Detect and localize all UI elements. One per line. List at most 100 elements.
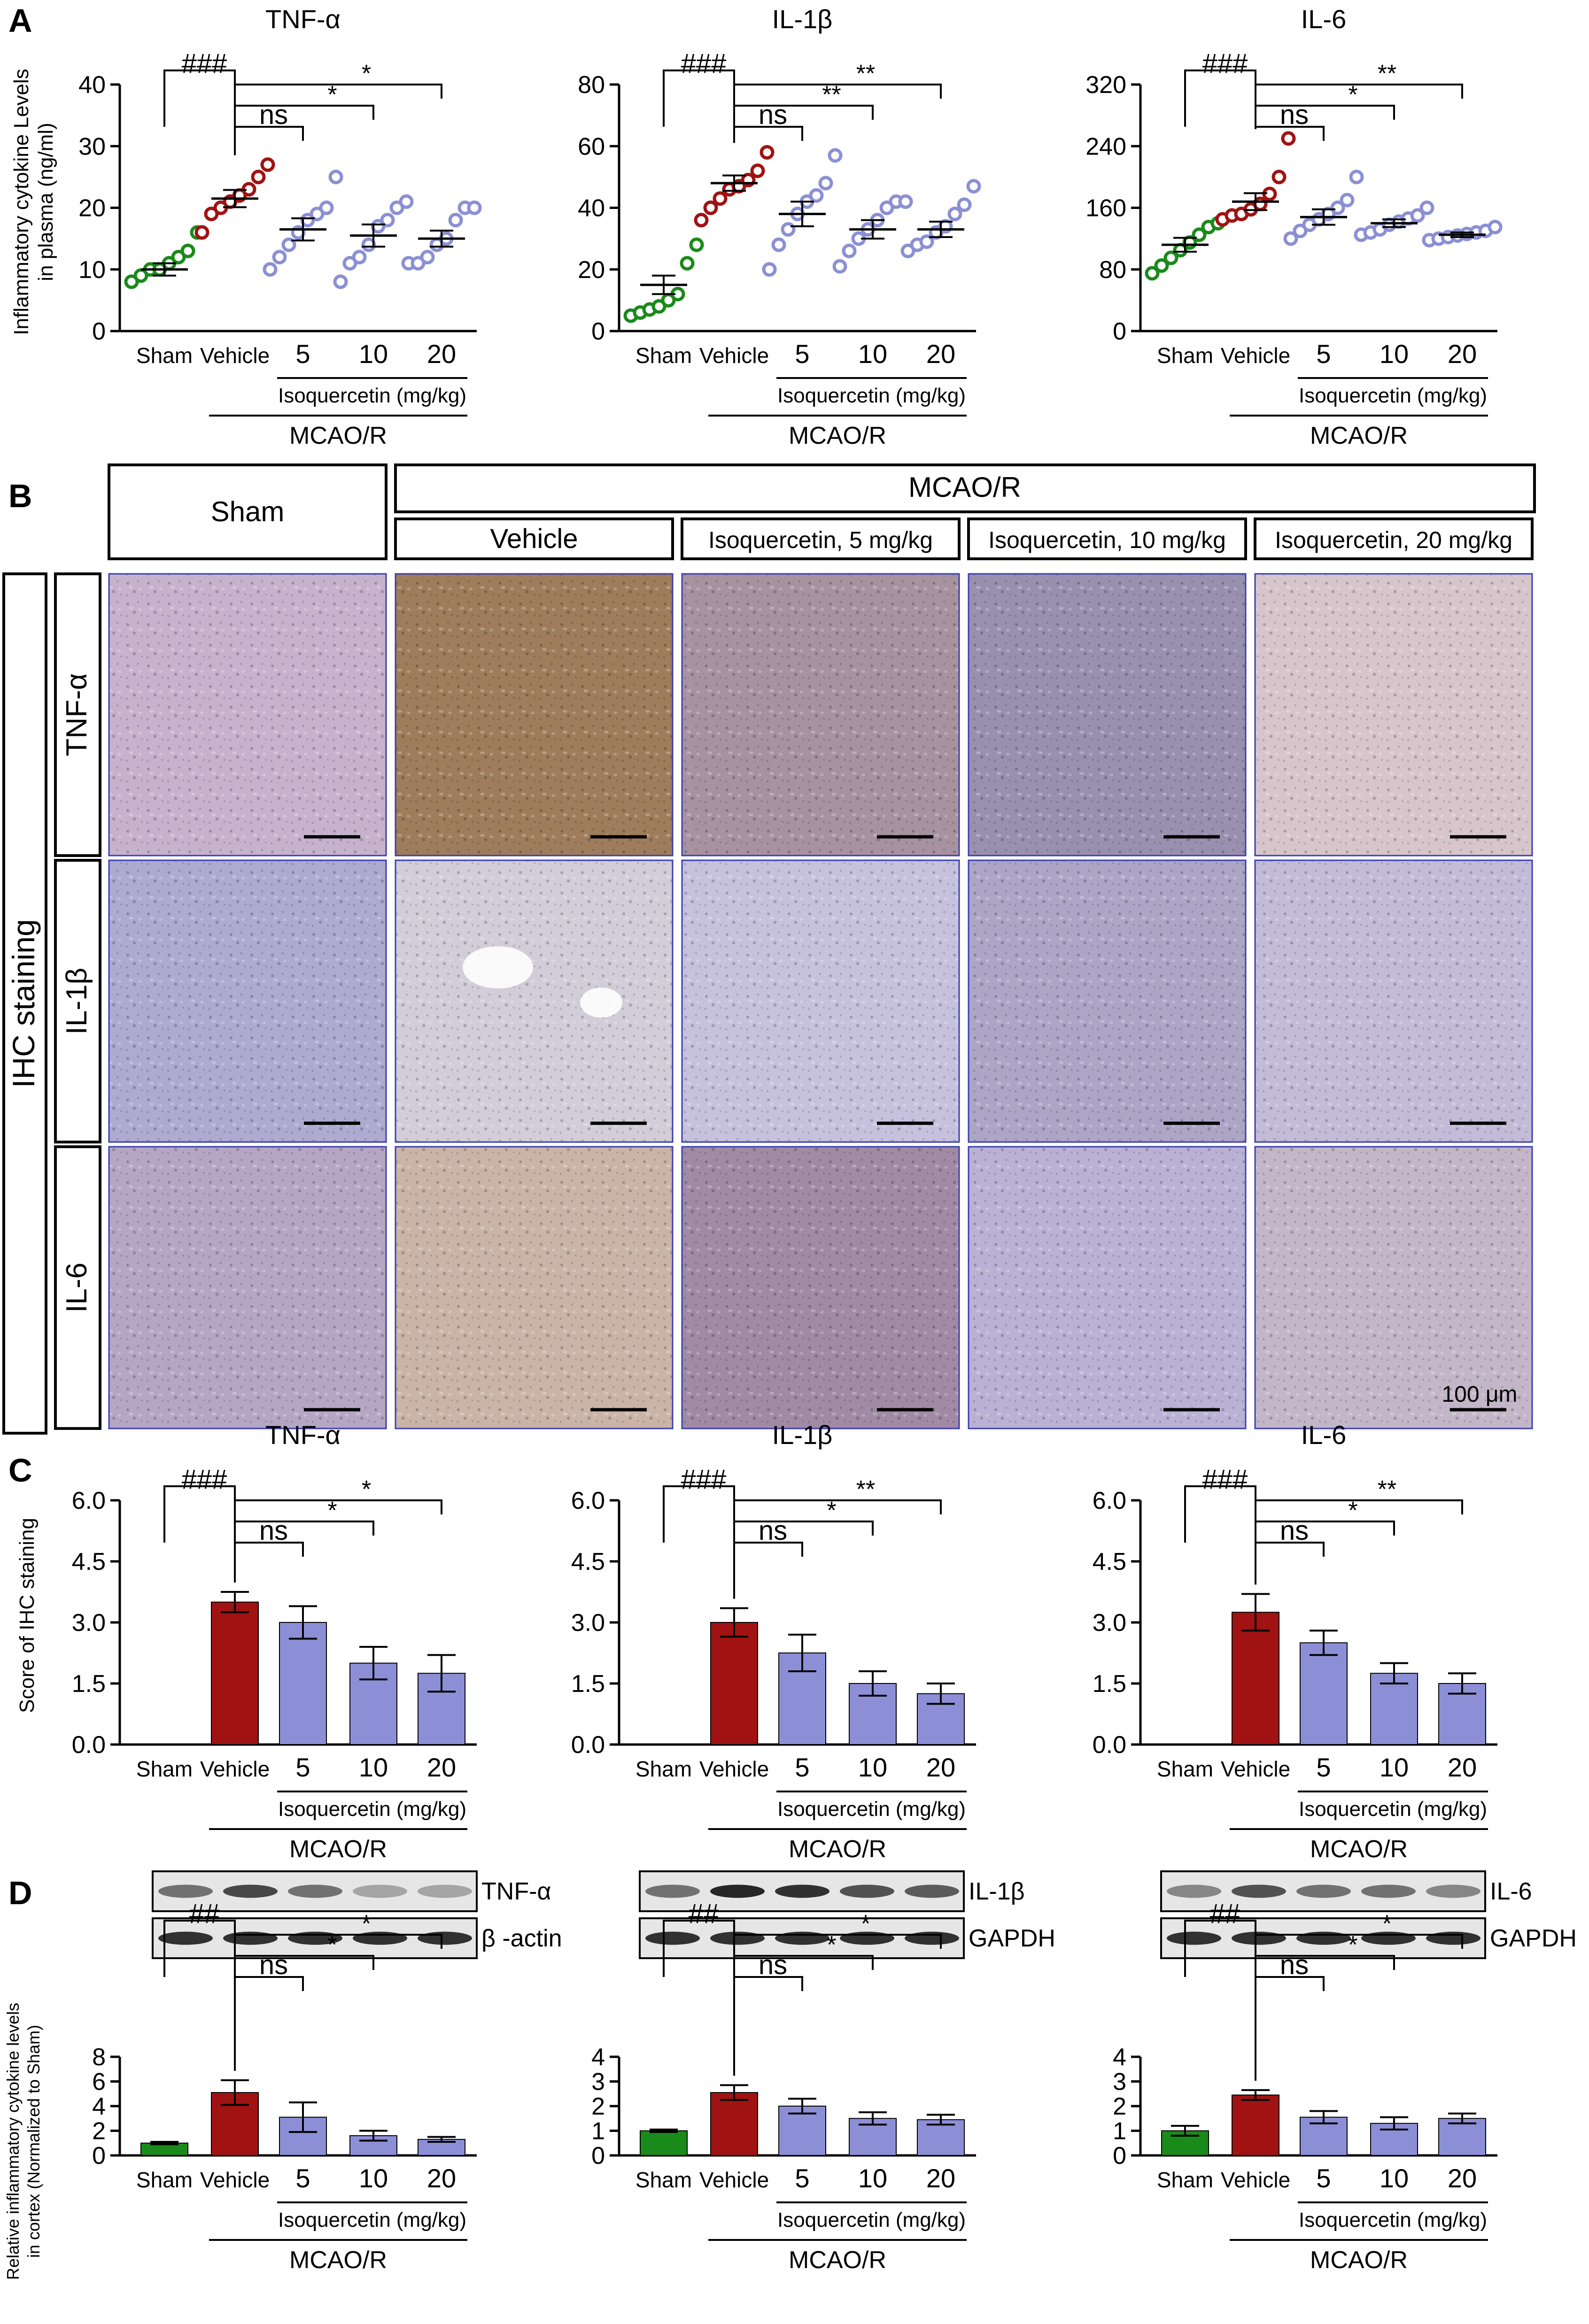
sig-label: ** [1378,1476,1396,1503]
y-tick-label: 4 [591,2044,605,2071]
sig-bracket [163,1920,236,1977]
data-point [809,188,824,203]
chart-title: IL-1β [772,1420,833,1450]
data-point [1154,258,1169,273]
y-tick-label: 20 [578,256,605,284]
y-tick-label: 0.0 [72,1731,106,1759]
treatment-label: Isoquercetin (mg/kg) [777,384,966,407]
data-point [1271,170,1287,185]
y-tick-label: 4.5 [1093,1548,1126,1575]
data-point [919,234,934,249]
sig-bracket [163,1485,236,1543]
x-category-label: 20 [427,339,456,369]
sig-label: * [327,1931,337,1959]
sig-bracket [235,84,442,99]
data-point [842,243,857,258]
chart-c-1: IL-1β 0.0 1.5 3.0 4.5 6.0 Sham Vehicle 5 10 20 Isoq… [571,1420,976,1863]
blot-band [1232,1884,1286,1898]
ihc-micrograph-texture [396,575,672,855]
blot-target-label: TNF-α [481,1878,551,1905]
data-point [957,197,972,212]
y-tick-label: 1.5 [1093,1670,1126,1698]
data-point [420,250,435,264]
data-point [251,170,266,185]
bar [1232,2094,1279,2156]
y-tick-label: 0 [92,318,106,345]
y-tick-label: 8 [92,2044,106,2071]
data-point [180,243,195,258]
ihc-col-header-box [394,517,674,560]
ihc-scale-bar-label: 100 μm [1442,1382,1517,1407]
x-category-label: Sham [136,1757,193,1781]
data-point [194,225,209,240]
y-tick-label: 240 [1085,133,1126,160]
y-tick-label: 60 [578,133,605,160]
y-tick-label: 2 [591,2093,605,2120]
ihc-micrograph-texture [1256,575,1531,855]
bar [1300,1642,1348,1745]
ihc-micrograph-texture [110,1148,385,1428]
data-point [828,148,843,163]
sig-label: ** [856,1476,875,1503]
data-point [947,207,962,222]
x-category-label: 5 [795,2163,809,2193]
sig-label: * [1348,81,1357,108]
sig-bracket [235,1521,374,1536]
blot-band [1426,1931,1480,1945]
x-category-label: 20 [427,2163,456,2193]
x-category-label: 5 [1316,2163,1331,2193]
model-label: MCAO/R [289,422,387,449]
x-category-label: 10 [359,2163,388,2193]
x-category-label: Vehicle [1221,1757,1290,1781]
y-tick-label: 6.0 [1093,1487,1126,1514]
ihc-row-label: IL-1β [61,968,93,1035]
sig-bracket [235,1934,442,1949]
sig-bracket [1256,1521,1395,1536]
data-point [898,194,913,209]
y-tick-label: 2 [92,2118,106,2145]
sig-bracket [1256,1976,1325,1991]
blot-band [353,1931,407,1945]
y-tick-label: 1 [591,2118,605,2145]
y-tick-label: 4 [1113,2044,1126,2071]
bar [349,1662,397,1745]
treatment-label: Isoquercetin (mg/kg) [278,2208,466,2231]
y-tick-label: 0 [591,318,605,345]
treatment-label: Isoquercetin (mg/kg) [278,1798,466,1821]
blot-band [1361,1884,1416,1898]
y-tick-label: 0 [1113,318,1126,345]
chart-title: TNF-α [265,1420,341,1450]
chart-title: TNF-α [265,4,341,34]
sig-label: ### [681,48,727,79]
model-label: MCAO/R [289,1836,387,1863]
data-point [703,201,718,215]
ihc-row-label: TNF-α [61,673,93,756]
blot-target-label: IL-1β [969,1878,1025,1905]
data-point [281,237,296,252]
bar [1438,2118,1486,2156]
model-label: MCAO/R [1310,422,1408,449]
sig-label: ### [681,1464,727,1495]
x-category-label: Sham [136,2168,193,2192]
chart-title: IL-6 [1301,4,1347,34]
sig-bracket [1256,1542,1325,1557]
ihc-col-header: Isoquercetin, 20 mg/kg [1275,527,1512,553]
sig-label: ns [259,100,288,130]
data-point [272,250,287,264]
sig-bracket [734,1521,874,1536]
x-category-label: 5 [795,1753,809,1782]
blot-loading-label: GAPDH [969,1925,1055,1952]
blot-band [353,1884,407,1898]
x-category-label: 10 [858,1753,887,1782]
ihc-micrograph-texture [683,575,958,855]
sig-label: ns [1280,1950,1309,1980]
y-tick-label: 6.0 [72,1487,106,1514]
western-blot-strips: TNF-α β -actin IL-1β GAPDH IL-6 GAPDH [152,1870,1577,1959]
x-category-label: 10 [1380,2163,1409,2193]
y-tick-label: 4 [92,2093,106,2120]
panel-letter-c: C [8,1452,32,1489]
sig-bracket [1256,105,1395,120]
sig-bracket [235,1955,374,1970]
sig-label: ns [259,1950,288,1980]
sig-label: ns [759,100,787,130]
